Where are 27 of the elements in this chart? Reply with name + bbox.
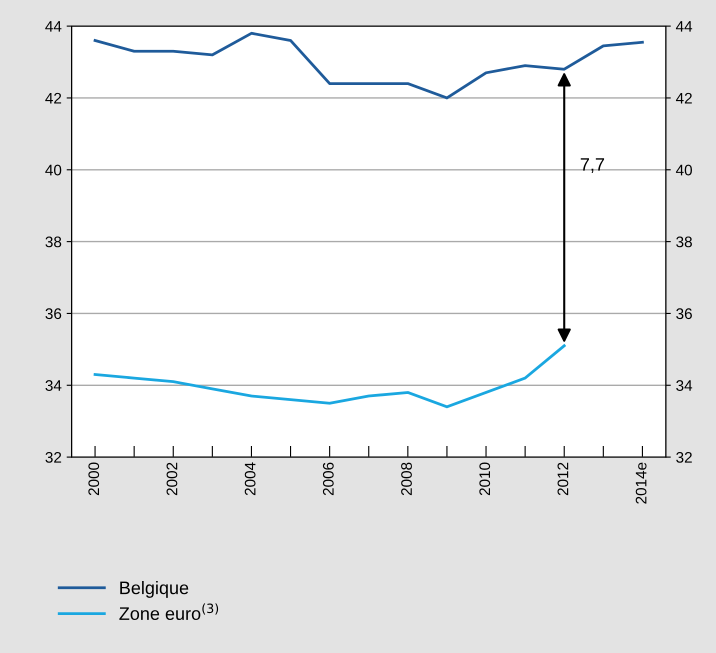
x-tick-label: 2012 <box>558 462 568 496</box>
y-tick-label: 36 <box>45 308 62 320</box>
x-tick-label: 2000 <box>88 462 100 496</box>
line-series <box>94 344 566 408</box>
y2-tick-label: 36 <box>676 308 692 320</box>
y2-tick-label: 40 <box>676 164 692 176</box>
y-tick-label: 40 <box>45 164 62 176</box>
x-tick-label: 2010 <box>479 462 490 496</box>
y-tick-label: 38 <box>45 236 62 248</box>
y2-tick-label: 38 <box>676 236 692 248</box>
y2-tick-label: 44 <box>676 21 692 32</box>
annotation: 7,7 <box>580 158 604 173</box>
legend-label: Belgique <box>120 581 188 598</box>
y-tick-label: 34 <box>45 380 62 391</box>
y-tick-label: 42 <box>45 92 62 104</box>
x-tick-label: 2006 <box>322 462 334 496</box>
x-tick-label: 2014e <box>636 462 647 504</box>
x-tick-label: 2004 <box>244 462 256 496</box>
y-tick-label: 44 <box>45 21 62 32</box>
legend-label: Zone euro$^{(3)}$ <box>119 603 218 620</box>
y2-tick-label: 32 <box>676 452 692 463</box>
y-tick-label: 32 <box>45 452 62 463</box>
y2-tick-label: 42 <box>676 92 692 104</box>
y2-tick-label: 34 <box>676 380 692 391</box>
x-tick-label: 2002 <box>166 462 178 496</box>
line-series <box>94 32 644 100</box>
x-tick-label: 2008 <box>401 462 412 496</box>
